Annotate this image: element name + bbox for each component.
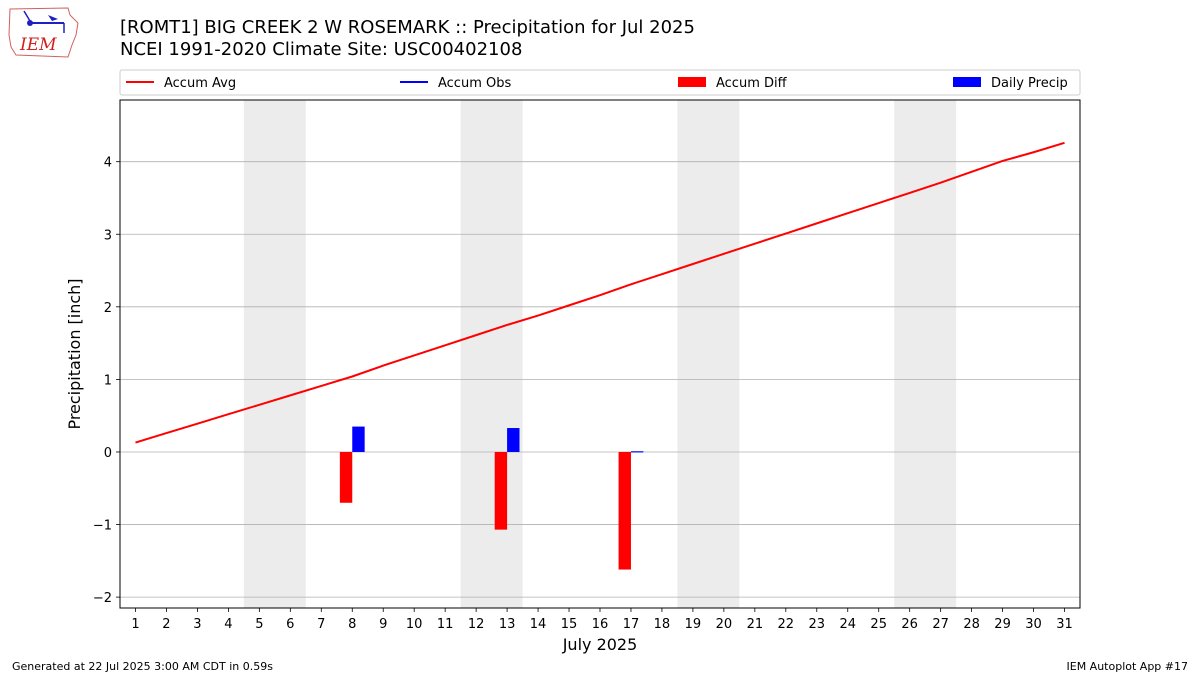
x-tick-label: 17 [623,617,640,632]
x-tick-label: 23 [809,617,826,632]
y-tick-label: 4 [104,156,112,171]
accum-diff-bar [494,451,508,530]
x-tick-label: 29 [994,617,1011,632]
x-tick-label: 4 [224,617,232,632]
accum-diff-bar [339,451,353,503]
plot-frame [119,99,1081,609]
legend-bar-swatch [953,77,981,87]
logo-text: IEM [19,35,57,55]
iem-weather-logo-icon: IEM [8,7,79,58]
x-tick-label: 9 [379,617,387,632]
x-tick-label: 2 [162,617,170,632]
y-tick-label: −1 [93,519,112,534]
chart-subtitle: NCEI 1991-2020 Climate Site: USC00402108 [120,39,523,60]
x-tick-label: 18 [654,617,671,632]
daily-precip-bar [630,451,644,453]
x-tick-label: 7 [317,617,325,632]
y-tick-label: 2 [104,301,112,316]
accum-diff-bar [618,451,631,570]
x-tick-label: 15 [561,617,578,632]
footer-generated-text: Generated at 22 Jul 2025 3:00 AM CDT in … [12,660,273,673]
footer-app-label: IEM Autoplot App #17 [1066,660,1189,673]
x-tick-label: 12 [468,617,485,632]
x-axis-label: July 2025 [562,635,638,654]
x-tick-label: 20 [716,617,733,632]
legend-label: Accum Obs [438,76,511,91]
accum-avg-line [135,141,1065,444]
x-tick-label: 6 [286,617,294,632]
x-tick-label: 13 [499,617,516,632]
x-tick-label: 26 [901,617,918,632]
iem-logo: IEM [8,5,82,59]
weekend-shade-band [677,100,740,608]
x-tick-label: 11 [437,617,454,632]
weekend-shade-band [243,100,306,608]
y-axis-label: Precipitation [inch] [65,278,84,429]
x-tick-label: 14 [530,617,547,632]
y-tick-label: 1 [104,373,112,388]
x-tick-label: 24 [839,617,856,632]
y-tick-label: −2 [93,591,112,606]
x-tick-label: 10 [406,617,423,632]
chart-title: [ROMT1] BIG CREEK 2 W ROSEMARK :: Precip… [120,17,695,38]
x-tick-label: 19 [685,617,702,632]
x-tick-label: 3 [193,617,201,632]
legend-bar-swatch [678,77,706,87]
x-tick-label: 5 [255,617,263,632]
x-tick-label: 1 [131,617,139,632]
x-tick-label: 27 [932,617,949,632]
daily-precip-bar [352,426,365,452]
x-tick-label: 21 [747,617,764,632]
x-tick-label: 8 [348,617,356,632]
y-tick-label: 0 [104,446,112,461]
legend-label: Accum Diff [716,76,788,91]
x-tick-label: 16 [592,617,609,632]
x-tick-label: 25 [870,617,887,632]
y-tick-label: 3 [104,228,112,243]
weekend-shade-band [460,100,523,608]
daily-precip-bar [507,428,520,452]
x-tick-label: 28 [963,617,980,632]
legend-box [119,69,1081,96]
legend-label: Daily Precip [991,76,1068,91]
weekend-shade-band [894,100,957,608]
legend-label: Accum Avg [164,76,236,91]
x-tick-label: 30 [1025,617,1042,632]
x-tick-label: 22 [778,617,795,632]
x-tick-label: 31 [1056,617,1073,632]
